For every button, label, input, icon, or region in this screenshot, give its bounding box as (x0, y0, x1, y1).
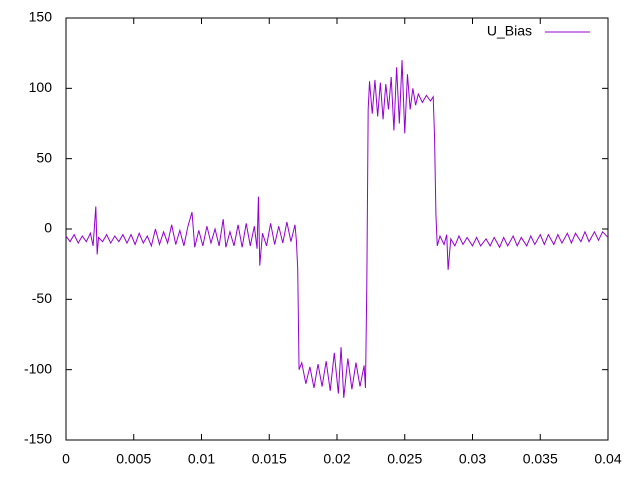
y-tick-label: -100 (24, 360, 52, 376)
y-tick-label: 0 (44, 220, 52, 236)
legend-label: U_Bias (487, 23, 532, 39)
x-tick-label: 0.03 (459, 451, 486, 467)
x-tick-label: 0.005 (116, 451, 151, 467)
y-tick-label: -50 (32, 290, 52, 306)
x-tick-label: 0.02 (323, 451, 350, 467)
x-tick-label: 0.035 (523, 451, 558, 467)
y-tick-label: 50 (36, 149, 52, 165)
y-tick-label: 150 (29, 9, 53, 25)
x-tick-label: 0.04 (594, 451, 621, 467)
x-tick-label: 0.015 (252, 451, 287, 467)
x-tick-label: 0.01 (188, 451, 215, 467)
data-line (65, 60, 609, 398)
y-tick-label: 100 (29, 79, 53, 95)
x-tick-label: 0.025 (387, 451, 422, 467)
x-tick-label: 0 (62, 451, 70, 467)
y-tick-label: -150 (24, 431, 52, 447)
